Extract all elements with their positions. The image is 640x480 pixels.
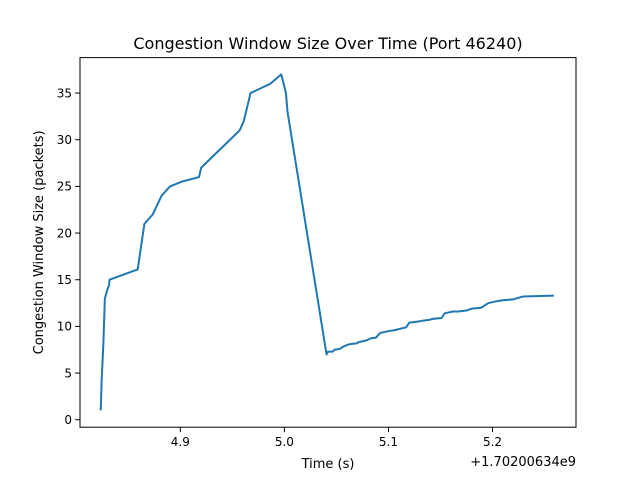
chart-title: Congestion Window Size Over Time (Port 4… <box>133 34 522 53</box>
series-line-1 <box>99 73 554 411</box>
x-tick-label: 5.1 <box>379 435 398 449</box>
y-tick-label: 10 <box>57 320 72 334</box>
x-axis-label: Time (s) <box>301 457 355 472</box>
x-axis-offset-label: +1.70200634e9 <box>470 455 576 470</box>
y-tick-label: 35 <box>57 86 72 100</box>
x-axis-ticks: 4.9 5.0 5.1 5.2 <box>171 427 502 449</box>
x-tick-label: 5.2 <box>483 435 502 449</box>
y-tick-label: 5 <box>64 366 72 380</box>
plot-layer <box>99 73 554 411</box>
x-tick-label: 5.0 <box>275 435 294 449</box>
x-tick-label: 4.9 <box>171 435 190 449</box>
y-tick-label: 0 <box>64 413 72 427</box>
y-tick-label: 25 <box>57 180 72 194</box>
plot-area-frame <box>79 57 577 428</box>
y-tick-label: 20 <box>57 226 72 240</box>
y-axis-ticks: 0 5 10 15 20 25 30 35 <box>57 86 80 427</box>
y-axis-label: Congestion Window Size (packets) <box>32 130 47 354</box>
y-tick-label: 30 <box>57 133 72 147</box>
y-tick-label: 15 <box>57 273 72 287</box>
